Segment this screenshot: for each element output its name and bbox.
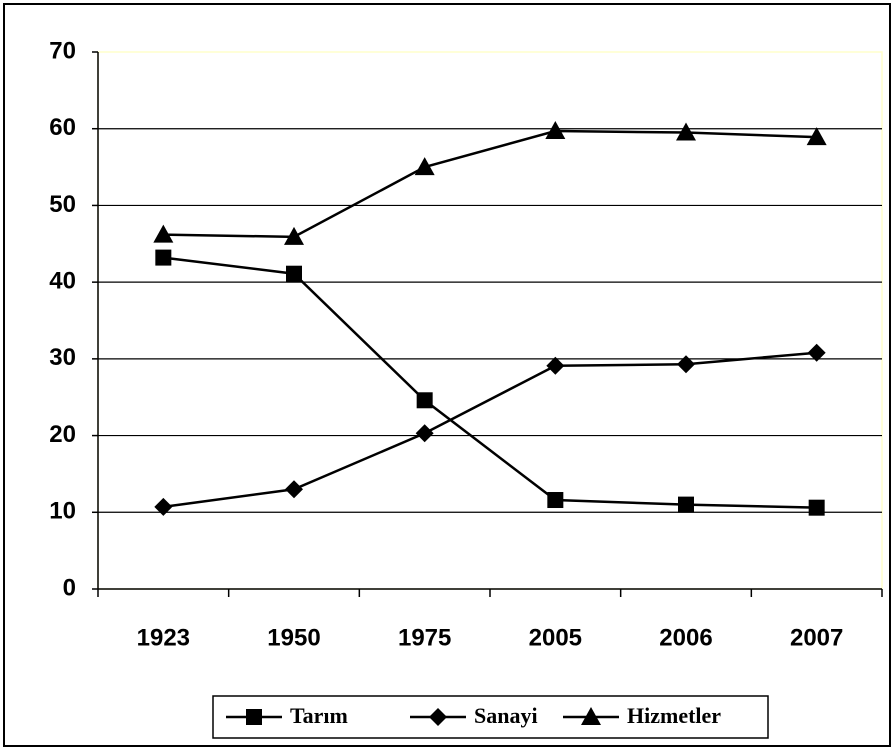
x-tick-label: 2005 xyxy=(529,624,582,651)
legend-label: Hizmetler xyxy=(627,703,721,728)
marker xyxy=(414,157,435,176)
series-line xyxy=(163,351,817,509)
y-tick-label: 10 xyxy=(49,498,76,525)
marker xyxy=(286,265,302,282)
marker xyxy=(285,480,303,499)
x-tick-label: 2006 xyxy=(659,624,712,651)
marker xyxy=(415,424,434,443)
y-tick-label: 20 xyxy=(49,421,76,448)
legend-label: Sanayi xyxy=(474,703,538,728)
series-line xyxy=(163,129,817,239)
marker xyxy=(416,392,433,409)
marker xyxy=(677,355,695,374)
legend-label: Tarım xyxy=(290,703,348,728)
series-line xyxy=(163,256,817,509)
marker xyxy=(547,492,564,509)
marker xyxy=(284,226,304,245)
marker xyxy=(246,709,262,725)
y-tick-label: 40 xyxy=(49,267,76,294)
marker xyxy=(807,343,826,362)
marker xyxy=(676,122,696,141)
y-tick-label: 70 xyxy=(49,37,76,64)
marker xyxy=(808,499,825,516)
y-tick-label: 50 xyxy=(49,191,76,218)
marker xyxy=(546,356,565,375)
marker xyxy=(678,496,694,513)
x-tick-label: 1975 xyxy=(398,624,451,651)
y-tick-label: 60 xyxy=(49,114,76,141)
marker xyxy=(545,121,566,140)
marker xyxy=(154,497,173,516)
marker xyxy=(153,224,174,243)
y-tick-label: 30 xyxy=(49,344,76,371)
x-tick-label: 1950 xyxy=(267,624,320,651)
marker xyxy=(429,708,447,726)
y-tick-label: 0 xyxy=(63,574,76,601)
marker xyxy=(806,127,827,146)
plot-area xyxy=(97,51,883,590)
x-tick-label: 1923 xyxy=(137,624,190,651)
marker xyxy=(581,707,601,725)
x-tick-label: 2007 xyxy=(790,624,843,651)
marker xyxy=(155,249,172,266)
legend-box xyxy=(212,695,769,739)
